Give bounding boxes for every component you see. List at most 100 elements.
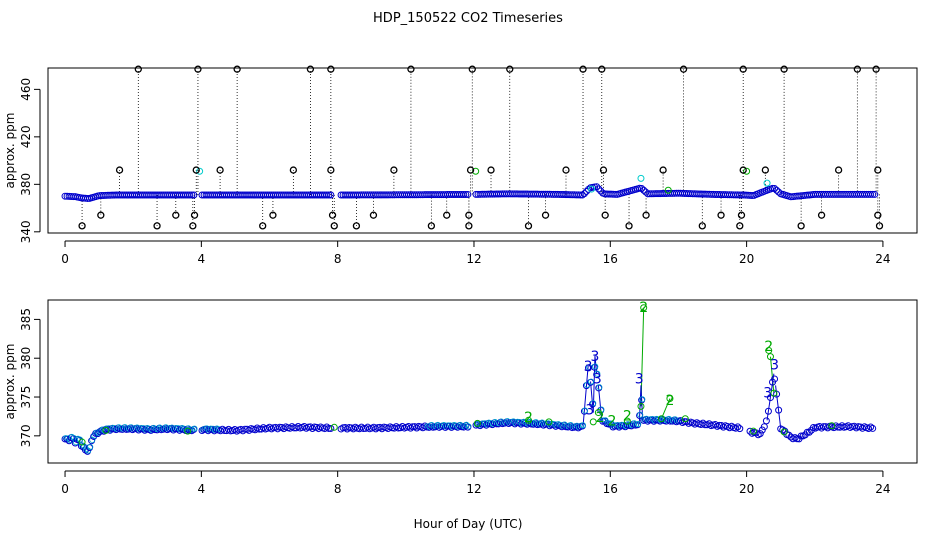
highlight-point [637,174,645,182]
y-tick-label: 375 [19,386,33,409]
outlier-point [369,211,378,219]
data-point [803,428,811,436]
data-point [762,417,770,425]
data-point-alt [596,384,603,391]
outlier-point [189,222,197,230]
series-2-point [828,422,836,430]
outlier-point [190,211,199,219]
outlier-point [487,166,495,174]
data-point [756,430,764,438]
outlier-point [306,65,315,73]
data-point [805,428,813,436]
series-spike [582,365,589,427]
outlier-point [407,65,415,73]
series-label: 3 [763,385,772,401]
outlier-point [817,211,826,219]
outlier-point [780,65,788,73]
series-2-point [473,419,481,427]
x-tick-label: 16 [603,482,618,496]
data-point [642,188,650,196]
series-label: 2 [639,300,648,316]
outlier-point [601,211,609,219]
y-tick-label: 385 [19,308,33,331]
outlier-point [874,166,882,174]
data-point-alt [592,363,599,370]
series-2-point [594,409,602,417]
series-2-point [666,395,674,403]
outlier-point [579,65,587,73]
data-point [584,185,592,193]
y-tick-label: 370 [19,424,33,447]
outlier-point [739,166,747,174]
data-point [186,191,194,199]
outlier-point [289,166,298,174]
series-2-point [637,402,645,410]
data-point [869,424,877,432]
outlier-point [259,222,267,230]
data-point [595,185,603,193]
y-axis-label: approx. ppm [3,344,17,420]
outlier-point [443,211,451,219]
outlier-point [328,211,337,219]
outlier-point [269,211,277,219]
outlier-point [739,65,747,73]
outlier-point [194,65,202,73]
series-label: 2 [623,409,632,425]
outlier-point [390,166,398,174]
outlier-point [466,166,475,174]
data-point [867,190,875,198]
series-spike [638,385,642,425]
chart-title: HDP_150522 CO2 Timeseries [373,11,563,26]
series-2-point [102,426,110,434]
outlier-point [468,65,476,73]
x-tick-label: 24 [875,482,890,496]
data-point-alt [637,411,644,418]
plot-frame [47,299,918,464]
y-tick-label: 380 [19,347,33,370]
highlight-point [664,186,672,194]
data-point [736,425,744,433]
series-spike [660,398,671,419]
series-2-point [525,416,533,424]
data-point [766,394,774,402]
data-point-alt [635,421,642,428]
data-point [771,375,779,383]
data-point [464,190,472,198]
x-tick-label: 8 [334,252,342,266]
plot-frame [47,67,918,234]
y-tick-label: 460 [19,78,33,101]
series-label: 2 [524,410,533,426]
data-point [769,184,777,192]
outlier-point [115,166,124,174]
data-point [640,186,648,194]
series-label: 3 [584,359,593,375]
data-point [325,191,333,199]
data-point [787,433,795,441]
data-point-alt [93,429,100,436]
highlight-point [588,185,596,193]
data-point-alt [606,420,613,427]
data-point-alt [580,422,587,429]
outlier-point [875,222,884,230]
data-point [460,190,468,198]
data-point [869,190,877,198]
data-point [327,424,335,432]
outlier-point [78,222,86,230]
data-point [785,431,793,439]
series-label: 3 [770,357,779,373]
series-spike [592,355,596,413]
outlier-point [352,222,361,230]
series-label: 3 [635,371,644,387]
x-tick-label: 4 [198,482,206,496]
data-point-alt [191,425,198,432]
data-point-alt [590,400,597,407]
outlier-point [427,222,436,230]
highlight-point [472,167,480,175]
outlier-point [853,65,862,73]
outlier-point [874,211,882,219]
series-2-point [330,423,338,431]
y-tick-label: 340 [19,220,33,243]
outlier-point [541,211,550,219]
